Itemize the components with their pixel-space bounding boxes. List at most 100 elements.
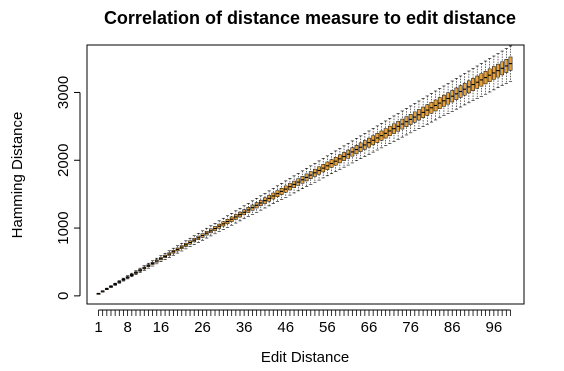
box-60	[342, 145, 346, 168]
box-70	[383, 120, 388, 147]
x-tick-label-16: 16	[153, 319, 170, 336]
box-23	[188, 237, 192, 247]
box-53	[313, 163, 317, 183]
box-87	[454, 78, 459, 110]
y-tick-label-1000: 1000	[55, 211, 72, 244]
box-27	[204, 227, 209, 239]
box-5	[113, 282, 117, 286]
box-28	[209, 225, 213, 237]
box-78	[417, 100, 421, 129]
x-tick-label-26: 26	[194, 319, 211, 336]
box-32	[225, 215, 230, 228]
box-79	[421, 98, 425, 127]
box-72	[392, 115, 396, 142]
box-73	[396, 113, 400, 140]
box-45	[279, 183, 284, 200]
box-95	[487, 58, 492, 93]
box-68	[375, 125, 380, 151]
box-36	[242, 205, 247, 220]
box-24	[192, 235, 197, 245]
box-15	[154, 257, 159, 265]
box-1	[96, 292, 101, 295]
box-77	[412, 103, 417, 131]
box-22	[184, 240, 188, 250]
box-55	[321, 158, 326, 179]
box-54	[317, 160, 321, 181]
box-17	[163, 252, 167, 260]
box-99	[504, 48, 509, 84]
box-50	[300, 170, 305, 189]
box-61	[346, 143, 351, 166]
box-62	[350, 140, 355, 164]
box-66	[367, 130, 371, 155]
box-90	[467, 70, 471, 104]
box-49	[296, 173, 301, 192]
box-46	[283, 180, 288, 198]
box-59	[338, 148, 342, 170]
box-9	[129, 272, 134, 278]
box-89	[462, 73, 467, 106]
box-51	[304, 168, 309, 187]
x-axis: 1 8 16 26 36 46 56 66 76 86 96	[94, 309, 511, 336]
box-81	[429, 93, 434, 123]
box-16	[159, 255, 163, 262]
box-12	[142, 265, 147, 271]
box-19	[171, 247, 176, 256]
box-47	[288, 178, 292, 196]
box-31	[221, 217, 226, 230]
box-67	[371, 128, 376, 153]
box-2	[100, 290, 105, 293]
box-74	[400, 110, 405, 138]
box-38	[250, 200, 255, 215]
box-series	[96, 45, 513, 295]
box-7	[121, 277, 126, 282]
x-tick-label-8: 8	[123, 319, 131, 336]
box-40	[258, 195, 263, 211]
box-93	[479, 63, 484, 97]
box-82	[433, 90, 438, 121]
box-98	[500, 50, 505, 86]
box-75	[404, 108, 409, 136]
box-84	[442, 85, 446, 116]
box-26	[200, 230, 205, 241]
box-64	[358, 135, 363, 159]
box-94	[483, 60, 488, 95]
box-3	[104, 287, 109, 290]
box-37	[246, 203, 251, 217]
box-44	[275, 185, 280, 202]
box-8	[125, 275, 130, 280]
box-21	[179, 242, 184, 252]
box-76	[408, 105, 413, 134]
y-axis: 0 1000 2000 3000	[55, 76, 81, 300]
x-axis-label: Edit Distance	[261, 349, 349, 366]
plot-frame	[86, 44, 525, 305]
box-92	[475, 65, 480, 99]
box-56	[325, 155, 330, 177]
box-63	[354, 138, 359, 162]
box-83	[437, 88, 442, 119]
box-86	[450, 80, 455, 112]
box-100	[508, 45, 513, 82]
box-43	[271, 187, 276, 204]
box-33	[229, 212, 234, 226]
y-tick-label-2000: 2000	[55, 144, 72, 177]
x-tick-label-1: 1	[94, 319, 102, 336]
box-34	[233, 210, 238, 224]
box-91	[471, 68, 475, 101]
box-57	[329, 153, 334, 174]
box-71	[387, 118, 392, 144]
x-tick-label-86: 86	[444, 319, 461, 336]
box-58	[333, 150, 338, 172]
box-42	[267, 190, 271, 207]
box-20	[175, 245, 180, 254]
box-85	[446, 83, 450, 114]
y-axis-label: Hamming Distance	[9, 112, 26, 239]
box-69	[379, 123, 384, 149]
box-52	[308, 165, 313, 185]
box-39	[254, 197, 259, 213]
x-tick-label-66: 66	[361, 319, 378, 336]
box-80	[425, 95, 430, 125]
box-14	[150, 260, 155, 267]
box-88	[458, 75, 463, 108]
box-6	[117, 280, 122, 284]
